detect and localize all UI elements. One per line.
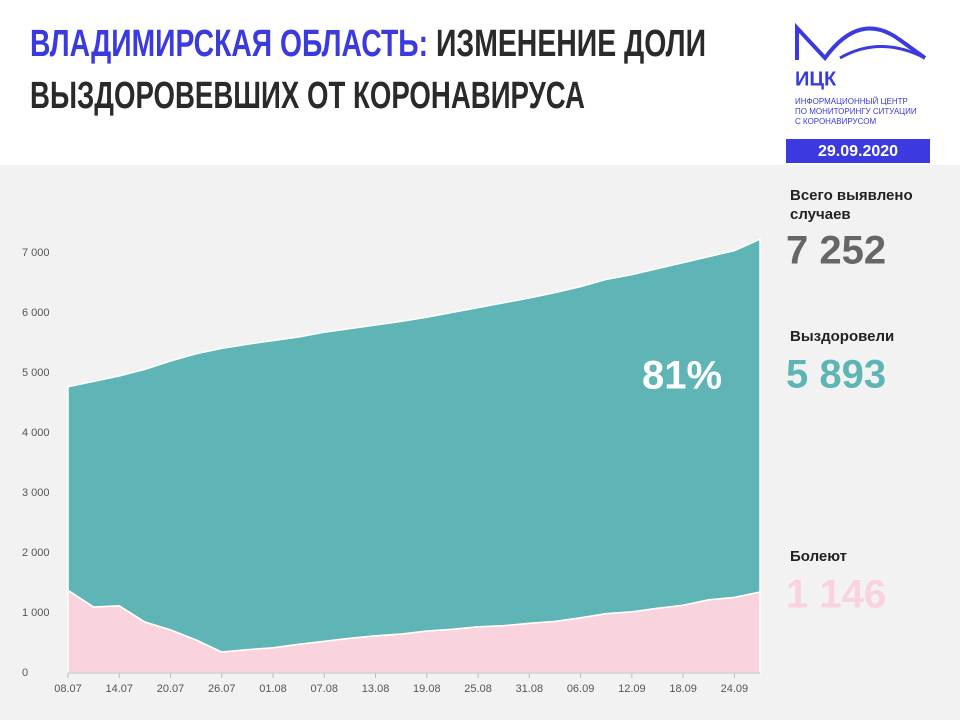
y-tick-label: 0 [22, 667, 28, 679]
x-tick-label: 06.09 [567, 683, 595, 695]
logo: ИЦК ИНФОРМАЦИОННЫЙ ЦЕНТР ПО МОНИТОРИНГУ … [795, 22, 927, 126]
y-tick-label: 5 000 [22, 367, 50, 379]
x-tick-label: 24.09 [721, 683, 749, 695]
stat-label: Всего выявлено [790, 187, 913, 204]
logo-name: ИЦК [795, 68, 837, 90]
logo-shape [795, 22, 927, 62]
title: ВЫЗДОРОВЕВШИХ ОТ КОРОНАВИРУСА [30, 75, 585, 117]
stat-value: 5 893 [786, 353, 886, 397]
x-tick-label: 19.08 [413, 683, 441, 695]
header-bg [0, 0, 960, 165]
stat-value: 1 146 [786, 573, 886, 617]
x-tick-label: 13.08 [362, 683, 390, 695]
logo-shape [839, 45, 926, 60]
y-tick-label: 4 000 [22, 427, 50, 439]
date: 29.09.2020 [818, 143, 898, 160]
y-tick-label: 7 000 [22, 247, 50, 259]
x-tick-label: 31.08 [516, 683, 544, 695]
y-tick-label: 6 000 [22, 307, 50, 319]
x-tick-label: 01.08 [259, 683, 287, 695]
logo-text: ПО МОНИТОРИНГУ СИТУАЦИИ [795, 107, 917, 116]
stat-label: случаев [790, 206, 851, 223]
x-tick-label: 18.09 [669, 683, 697, 695]
annotation: 81% [642, 354, 722, 398]
date-badge [786, 139, 930, 163]
x-tick-label: 14.07 [105, 683, 133, 695]
x-tick-label: 25.08 [464, 683, 492, 695]
stat-value: 7 252 [786, 229, 886, 273]
logo-text: С КОРОНАВИРУСОМ [795, 117, 876, 126]
y-tick-label: 3 000 [22, 487, 50, 499]
x-tick-label: 12.09 [618, 683, 646, 695]
title: ИЗМЕНЕНИЕ ДОЛИ [436, 23, 706, 65]
x-tick-label: 20.07 [157, 683, 185, 695]
x-tick-label: 07.08 [311, 683, 339, 695]
logo-text: ИНФОРМАЦИОННЫЙ ЦЕНТР [795, 97, 908, 106]
x-tick-label: 08.07 [54, 683, 82, 695]
area [67, 238, 761, 653]
y-tick-label: 2 000 [22, 547, 50, 559]
stat-label: Выздоровели [790, 328, 894, 345]
stat-label: Болеют [790, 548, 847, 565]
title-highlight: ВЛАДИМИРСКАЯ ОБЛАСТЬ: [30, 23, 428, 65]
y-tick-label: 1 000 [22, 607, 50, 619]
x-tick-label: 26.07 [208, 683, 236, 695]
